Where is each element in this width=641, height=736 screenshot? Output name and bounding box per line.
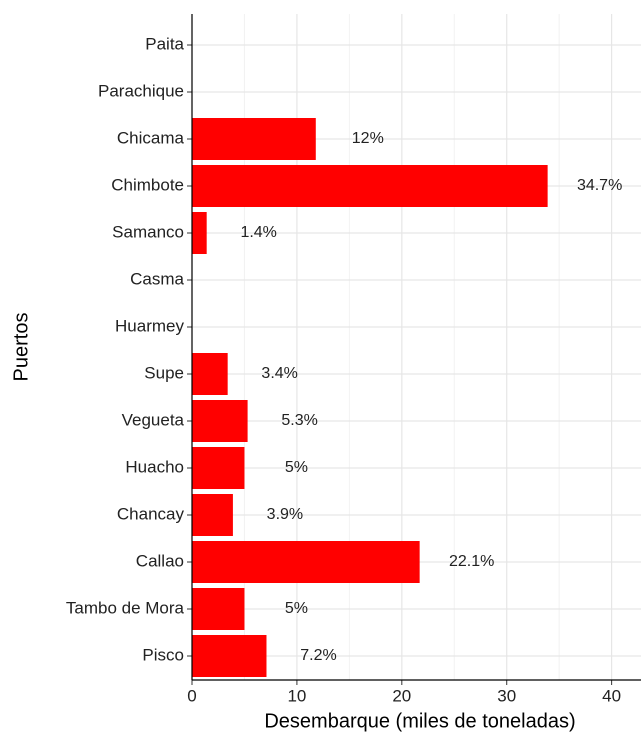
bar: [192, 118, 316, 160]
bar: [192, 165, 548, 207]
bar: [192, 541, 420, 583]
y-tick-label: Huarmey: [115, 316, 184, 335]
bar-label: 34.7%: [577, 177, 622, 194]
bar: [192, 353, 228, 395]
bar: [192, 494, 233, 536]
bar: [192, 400, 248, 442]
bar: [192, 635, 267, 677]
y-tick-label: Vegueta: [122, 410, 185, 429]
y-tick-label: Supe: [144, 363, 184, 382]
y-tick-label: Samanco: [112, 222, 184, 241]
bar-label: 5%: [285, 600, 308, 617]
y-tick-label: Huacho: [125, 457, 184, 476]
y-tick-label: Chancay: [117, 504, 185, 523]
bar-label: 5.3%: [281, 412, 317, 429]
bar-label: 1.4%: [240, 224, 276, 241]
bar-label: 3.4%: [261, 365, 297, 382]
y-tick-label: Parachique: [98, 81, 184, 100]
bar: [192, 588, 245, 630]
x-tick-label: 40: [602, 686, 621, 705]
y-tick-label: Paita: [145, 34, 184, 53]
bar-label: 3.9%: [267, 506, 303, 523]
y-tick-label: Pisco: [142, 645, 184, 664]
bar-label: 7.2%: [300, 647, 336, 664]
y-tick-label: Tambo de Mora: [66, 598, 185, 617]
y-tick-label: Chicama: [117, 128, 185, 147]
bar-label: 12%: [352, 130, 384, 147]
x-tick-label: 30: [497, 686, 516, 705]
bar-label: 22.1%: [449, 553, 494, 570]
x-tick-label: 20: [392, 686, 411, 705]
x-axis-title: Desembarque (miles de toneladas): [264, 710, 575, 732]
x-tick-label: 10: [287, 686, 306, 705]
bar: [192, 212, 207, 254]
x-tick-label: 0: [187, 686, 196, 705]
y-tick-label: Chimbote: [111, 175, 184, 194]
y-tick-label: Casma: [130, 269, 184, 288]
y-axis-title: Puertos: [10, 313, 32, 382]
bar: [192, 447, 245, 489]
bar-label: 5%: [285, 459, 308, 476]
y-tick-label: Callao: [136, 551, 184, 570]
